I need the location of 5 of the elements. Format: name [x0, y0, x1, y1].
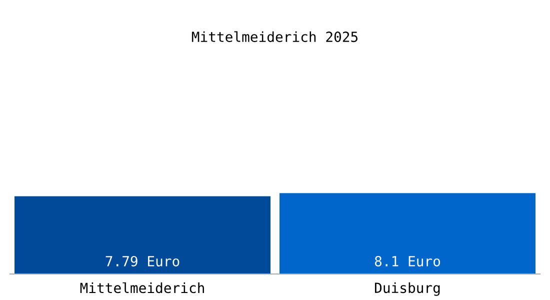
x-tick-label: Duisburg: [374, 282, 440, 296]
x-tick-label: Mittelmeiderich: [80, 282, 204, 294]
data-label: 8.1 Euro: [374, 256, 440, 266]
chart-title: Mittelmeiderich 2025: [192, 31, 358, 42]
data-label: 7.79 Euro: [106, 256, 180, 266]
